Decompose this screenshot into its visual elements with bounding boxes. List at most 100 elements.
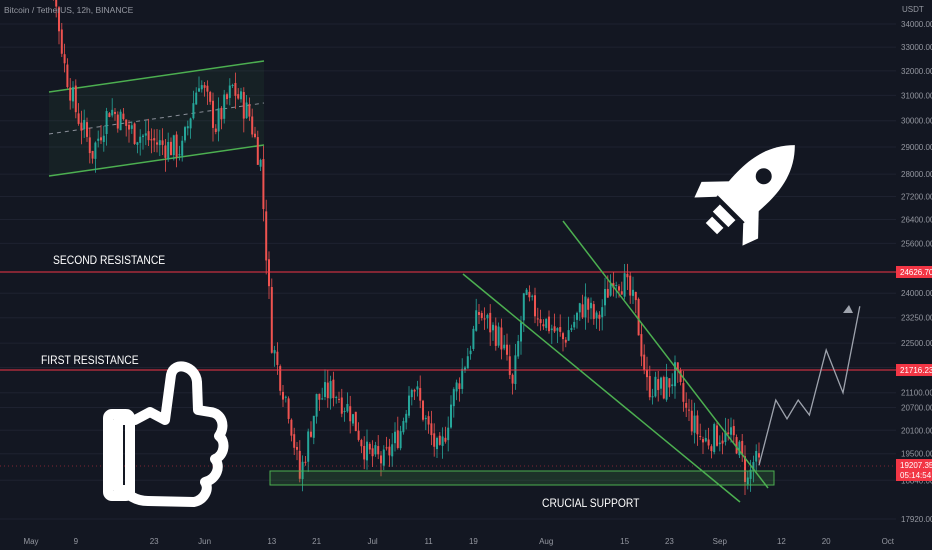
candle-body	[746, 477, 749, 485]
candle-body	[749, 469, 752, 479]
candle-body	[458, 383, 461, 389]
x-tick-label: 9	[74, 537, 79, 546]
support-zone	[269, 470, 775, 486]
candle-body	[80, 122, 83, 131]
candle-body	[94, 142, 97, 159]
candle-body	[478, 312, 480, 315]
candle-body	[321, 398, 324, 400]
x-tick-label: 23	[665, 537, 674, 546]
candle-body	[433, 433, 436, 447]
candle-body	[273, 350, 276, 354]
candle-body	[147, 131, 150, 141]
candle-body	[422, 400, 424, 420]
y-tick-label: 17920.00	[901, 515, 932, 524]
candle-body	[732, 426, 735, 436]
candle-body	[399, 431, 402, 449]
candle-body	[693, 415, 696, 433]
candle-body	[214, 128, 217, 132]
candle-body	[332, 379, 335, 399]
candle-body	[276, 351, 279, 365]
candle-body	[542, 324, 545, 327]
candle-body	[296, 446, 298, 450]
x-tick-label: 19	[469, 537, 478, 546]
symbol-title: Bitcoin / TetherUS, 12h, BINANCE	[4, 5, 134, 15]
candle-body	[290, 419, 293, 436]
candle-body	[352, 414, 354, 424]
candle-body	[570, 328, 573, 330]
second-resistance-badge-text: 24626.70	[900, 268, 932, 277]
candle-body	[310, 431, 312, 437]
candle-body	[301, 461, 304, 480]
candle-body	[413, 389, 416, 392]
candle-body	[559, 327, 562, 332]
candle-body	[366, 441, 368, 461]
y-tick-label: 26400.00	[901, 216, 932, 225]
y-tick-label: 32000.00	[901, 67, 932, 76]
candle-body	[150, 139, 153, 141]
candle-body	[615, 284, 618, 286]
candle-body	[312, 415, 315, 438]
candle-body	[444, 437, 447, 442]
candle-body	[282, 391, 284, 400]
currency-label: USDT	[902, 5, 924, 14]
candle-body	[629, 275, 632, 296]
candle-body	[125, 119, 128, 126]
candle-body	[298, 450, 301, 479]
current-price-badge-text: 19207.35	[900, 461, 932, 470]
candle-body	[69, 87, 72, 101]
candle-body	[363, 445, 366, 460]
candle-body	[727, 432, 730, 434]
candle-body	[534, 295, 536, 317]
candle-body	[86, 122, 88, 137]
first-resistance-badge	[896, 364, 932, 376]
candle-body	[156, 142, 158, 145]
projection-path	[758, 306, 861, 466]
y-tick-label: 19500.00	[901, 450, 932, 459]
candle-body	[671, 384, 674, 386]
candle-body	[340, 397, 343, 414]
candle-body	[72, 87, 74, 102]
wedge-lower-line	[462, 273, 741, 503]
candle-body	[189, 118, 192, 129]
candle-body	[696, 415, 699, 435]
candle-body	[116, 114, 119, 129]
candle-body	[256, 137, 259, 165]
candle-body	[97, 138, 100, 141]
candle-body	[612, 282, 615, 288]
candle-body	[220, 107, 223, 120]
candle-body	[447, 427, 450, 441]
candle-body	[228, 85, 231, 98]
candle-body	[562, 333, 564, 340]
candle-body	[349, 406, 352, 422]
candle-body	[172, 135, 175, 156]
candle-body	[198, 88, 200, 92]
candle-body	[506, 344, 508, 355]
candle-body	[184, 127, 186, 141]
candle-body	[634, 292, 637, 301]
candle-body	[74, 85, 77, 113]
thumbs-up-icon	[103, 361, 229, 507]
candle-body	[119, 111, 122, 131]
x-tick-label: 21	[312, 537, 321, 546]
candle-body	[212, 100, 214, 128]
candle-body	[234, 83, 237, 96]
candle-body	[522, 293, 525, 321]
candle-body	[388, 446, 391, 456]
candle-body	[550, 328, 553, 331]
candle-body	[153, 138, 156, 141]
candle-body	[248, 104, 251, 117]
candle-body	[685, 403, 688, 408]
candle-body	[371, 448, 374, 457]
candle-body	[710, 446, 713, 452]
candle-body	[461, 368, 464, 389]
candle-body	[318, 393, 321, 400]
candle-body	[567, 330, 570, 341]
x-tick-label: Aug	[539, 537, 553, 546]
candle-body	[688, 409, 690, 411]
candle-body	[511, 374, 514, 384]
candle-body	[483, 318, 486, 320]
candle-body	[758, 453, 760, 458]
candle-body	[405, 413, 408, 423]
candle-body	[738, 441, 741, 456]
candle-body	[139, 136, 142, 143]
